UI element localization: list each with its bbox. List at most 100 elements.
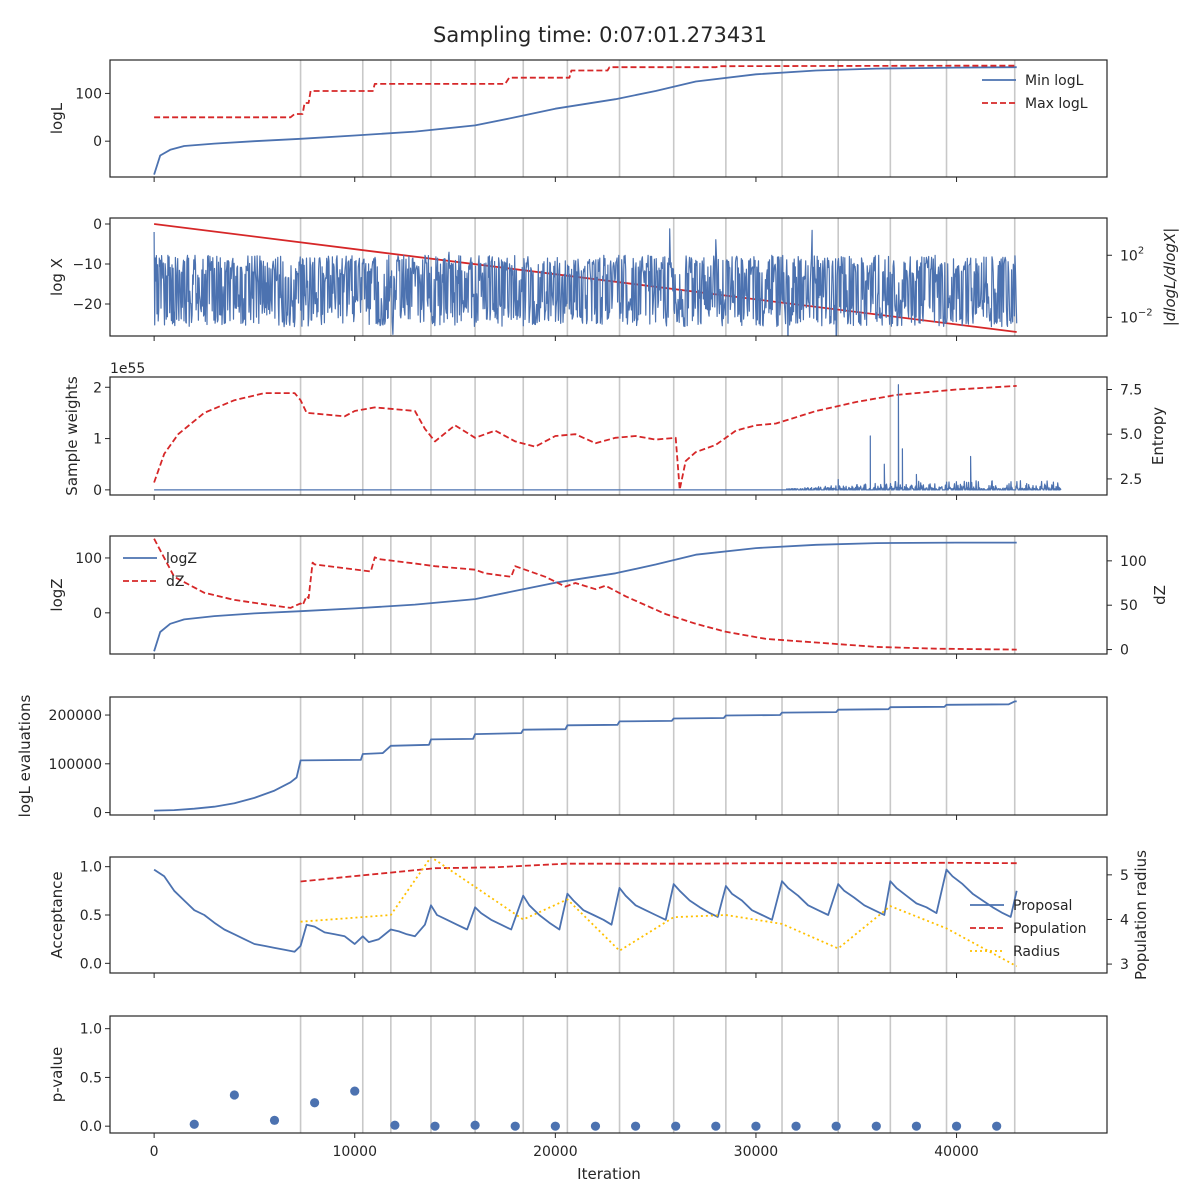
legend-label: Proposal [1013, 898, 1072, 914]
panel-pvalue: 0.0 0.5 1.0 p-value 0 10000 20000 30000 40000 [48, 1015, 1108, 1160]
x-tick-label: 0 [150, 1144, 159, 1160]
panel-evals: 0 100000 200000 logL evaluations [16, 694, 1108, 822]
data-point [951, 1121, 962, 1131]
panel-weights: 0 1 2 Sample weights 1e55 2.5 5.0 7.5 Entropy [63, 361, 1167, 500]
right-y-tick-label: 0 [1120, 643, 1129, 659]
y-tick-label: 1.0 [80, 1022, 102, 1038]
plot-area [153, 218, 1018, 336]
plot-area [189, 1016, 1016, 1133]
plot-area [154, 697, 1017, 815]
y-tick-label: 0 [93, 806, 102, 822]
data-point [791, 1121, 801, 1131]
right-y-tick-label: 50 [1120, 598, 1138, 614]
right-y-tick-label: 3 [1120, 957, 1129, 973]
axes-frame [109, 1015, 1108, 1134]
series-line [153, 385, 1017, 491]
y-tick-label: 0 [93, 134, 102, 150]
legend-label: Radius [1013, 944, 1060, 960]
right-y-tick-label: 2.5 [1120, 472, 1142, 488]
series-line [154, 700, 1017, 812]
y-axis-label: logL [48, 102, 66, 134]
y-tick-label: 0 [93, 483, 102, 499]
data-point [992, 1121, 1002, 1131]
right-y-tick-label: 5 [1120, 868, 1129, 884]
data-point [310, 1098, 320, 1108]
axes-frame [109, 376, 1108, 496]
y-tick-label: −20 [72, 297, 102, 313]
series-line-population [300, 861, 1017, 883]
y-tick-label: 1.0 [80, 860, 102, 876]
series-line [154, 384, 1062, 491]
y-tick-label: 0.5 [80, 908, 102, 924]
data-point [510, 1121, 520, 1131]
series-line [153, 228, 1018, 336]
figure-title: Sampling time: 0:07:01.273431 [433, 23, 767, 47]
data-point [711, 1121, 721, 1131]
plot-area [153, 377, 1062, 495]
data-point [671, 1121, 681, 1131]
right-y-tick-label: 4 [1120, 912, 1129, 928]
legend: Proposal Population Radius [970, 898, 1087, 960]
axes-frame [109, 217, 1108, 337]
panel-acceptance: 0.0 0.5 1.0 Acceptance 3 4 5 Population radius P… [48, 850, 1150, 980]
data-point [871, 1121, 881, 1131]
legend: logZ dZ [123, 551, 197, 590]
y-axis-label: log X [48, 258, 66, 296]
right-y-tick-label: 100 [1120, 554, 1147, 570]
y-tick-label: 0 [93, 606, 102, 622]
data-point [550, 1121, 560, 1131]
y-tick-label: 0.0 [80, 956, 102, 972]
plot-area [153, 536, 1017, 654]
x-tick-label: 30000 [734, 1144, 779, 1160]
y-axis-label: p-value [48, 1047, 66, 1103]
y-tick-label: −10 [72, 257, 102, 273]
series-line-logz [153, 541, 1017, 652]
plot-area [153, 857, 1018, 973]
data-point [590, 1121, 601, 1131]
data-point [430, 1121, 440, 1131]
series-line-radius [300, 857, 1018, 968]
legend-label: logZ [166, 551, 197, 567]
y-offset-text: 1e55 [110, 361, 145, 377]
right-y-tick-label: 7.5 [1120, 383, 1142, 399]
data-point [470, 1120, 480, 1130]
legend-label: Max logL [1025, 96, 1088, 112]
series-line-max-logl [154, 64, 1017, 119]
y-axis-label: logZ [48, 578, 66, 611]
y-tick-label: 2 [93, 380, 102, 396]
legend-label: Min logL [1025, 73, 1084, 89]
y-tick-label: 100 [75, 86, 102, 102]
y-tick-label: 100 [75, 551, 102, 567]
plot-area [153, 60, 1017, 177]
data-point [350, 1086, 360, 1096]
axes-frame [109, 59, 1108, 178]
panel-logL: 0 100 logL Min logL Max logL [48, 59, 1108, 182]
data-point [390, 1120, 400, 1130]
data-point [831, 1121, 841, 1131]
right-y-tick-label: 5.0 [1120, 427, 1142, 443]
data-point [751, 1121, 761, 1131]
series-line-dz [153, 538, 1017, 651]
legend: Min logL Max logL [982, 73, 1088, 112]
y-tick-label: 200000 [49, 708, 102, 724]
x-tick-label: 20000 [533, 1144, 578, 1160]
y-axis-label: Sample weights [63, 376, 81, 496]
x-tick-label: 40000 [934, 1144, 979, 1160]
y-tick-label: 0.5 [80, 1070, 102, 1086]
data-point [269, 1115, 280, 1125]
axes-frame [109, 696, 1108, 816]
right-y-axis-label: Population radius [1132, 850, 1150, 980]
y-tick-label: 1 [93, 432, 102, 448]
data-point [630, 1121, 641, 1131]
legend-label: Population [1013, 921, 1087, 937]
series-line-min-logl [153, 66, 1017, 175]
x-tick-label: 10000 [332, 1144, 377, 1160]
series-line-proposal [153, 868, 1018, 953]
axes-frame [109, 535, 1108, 655]
data-point [911, 1121, 922, 1131]
